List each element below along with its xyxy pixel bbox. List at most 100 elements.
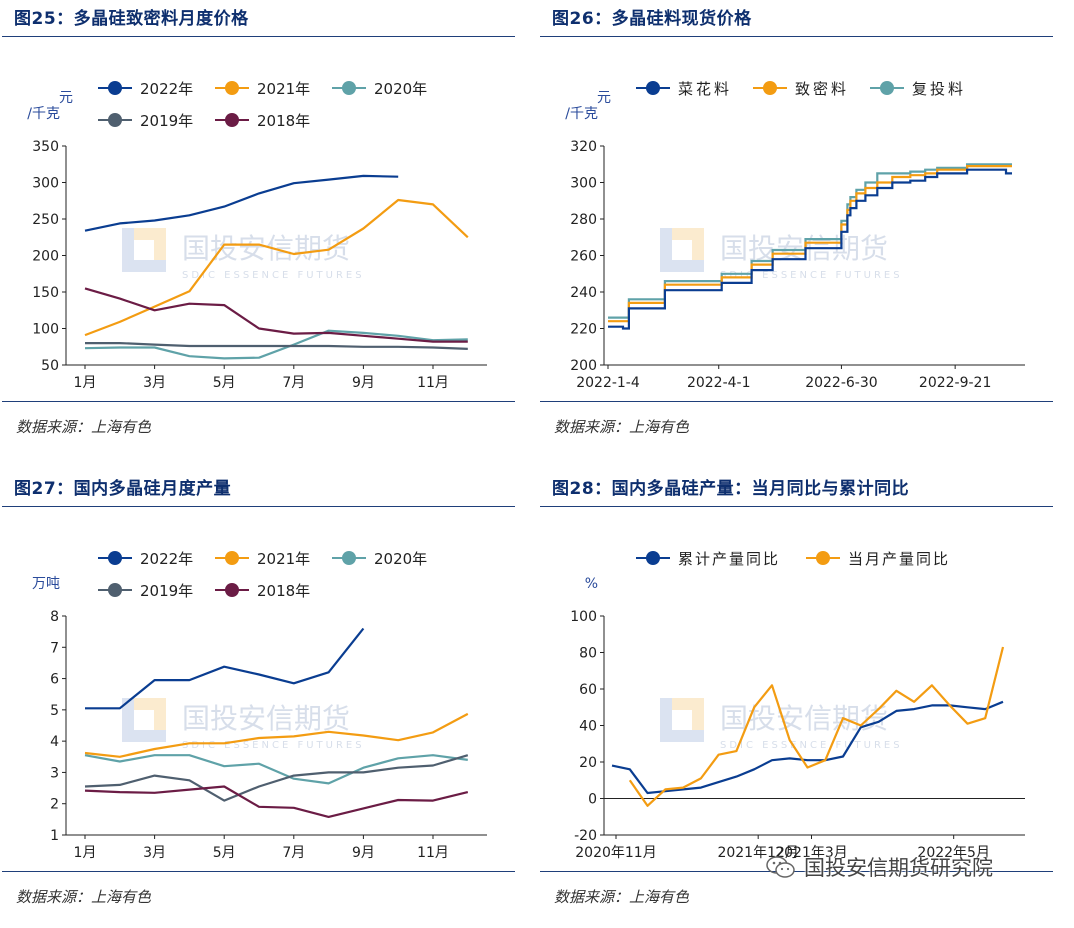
series-line — [85, 627, 365, 710]
y-tick-label: -20 — [574, 828, 597, 844]
chart-panel-25: 图25：多晶硅致密料月度价格 国投安信期货 SDIC ESSENCE FUTURE… — [2, 0, 515, 458]
chart-title: 图26：多晶硅料现货价格 — [552, 9, 752, 29]
series-line — [608, 168, 1012, 330]
series-line — [84, 754, 468, 785]
x-tick-label: 5月 — [213, 845, 236, 861]
y-tick-label: 50 — [41, 358, 59, 374]
data-source: 数据来源：上海有色 — [554, 888, 690, 906]
series-line — [608, 163, 1012, 319]
watermark-subtext: SDIC ESSENCE FUTURES — [720, 270, 903, 281]
legend-marker — [646, 81, 660, 95]
watermark-logo-block — [672, 710, 692, 730]
legend-label: 复投料 — [912, 80, 966, 98]
legend-label: 2020年 — [374, 80, 427, 98]
x-tick-label: 2021年3月 — [775, 845, 848, 861]
y-tick-label: 350 — [32, 139, 59, 155]
x-tick-label: 5月 — [213, 375, 236, 391]
x-tick-label: 1月 — [74, 375, 97, 391]
legend-marker — [225, 551, 239, 565]
chart-monthly-price: 国投安信期货 SDIC ESSENCE FUTURES 2022年 2021年 2020… — [27, 80, 487, 391]
title-divider — [2, 36, 515, 37]
chart-title: 图27：国内多晶硅月度产量 — [14, 479, 232, 499]
legend-marker — [225, 113, 239, 127]
legend-label: 致密料 — [795, 80, 849, 98]
y-tick-label: 80 — [579, 646, 597, 662]
chart-monthly-output: 国投安信期货 SDIC ESSENCE FUTURES 2022年 2021年 2020… — [32, 550, 487, 861]
legend-label: 2018年 — [257, 112, 310, 130]
title-divider — [540, 36, 1053, 37]
y-tick-label: 5 — [50, 703, 59, 719]
watermark-logo-block — [134, 228, 166, 260]
series-line — [84, 712, 469, 758]
legend-marker — [342, 551, 356, 565]
x-tick-label: 2020年11月 — [575, 845, 656, 861]
title-divider — [2, 506, 515, 507]
series-line — [611, 700, 1004, 795]
series-line — [84, 287, 468, 343]
legend-marker — [646, 551, 660, 565]
legend-label: 2020年 — [374, 550, 427, 568]
legend-marker — [225, 583, 239, 597]
chart-title: 图28：国内多晶硅产量：当月同比与累计同比 — [552, 479, 910, 499]
y-tick-label: 260 — [570, 249, 597, 265]
legend-label: 2019年 — [140, 582, 193, 600]
chart-panel-26: 图26：多晶硅料现货价格 国投安信期货 SDIC ESSENCE FUTURES 菜… — [540, 0, 1053, 458]
y-axis-unit: /千克 — [565, 106, 598, 122]
x-tick-label: 2022-9-21 — [919, 375, 991, 391]
y-tick-label: 100 — [32, 322, 59, 338]
series-line — [85, 342, 468, 350]
watermark-logo-block — [672, 240, 692, 260]
watermark-logo-block — [134, 710, 154, 730]
series-line — [628, 646, 1005, 807]
y-axis-unit: 元 — [59, 90, 73, 106]
x-tick-label: 9月 — [352, 845, 375, 861]
y-tick-label: 200 — [32, 249, 59, 265]
y-tick-label: 150 — [32, 285, 59, 301]
x-tick-label: 2022-6-30 — [805, 375, 877, 391]
y-tick-label: 40 — [579, 719, 597, 735]
watermark-text: 国投安信期货 — [182, 702, 350, 735]
series-line — [84, 785, 469, 818]
watermark-subtext: SDIC ESSENCE FUTURES — [182, 270, 365, 281]
title-divider — [540, 506, 1053, 507]
wechat-icon — [766, 856, 795, 878]
series-line — [84, 754, 469, 802]
source-divider — [2, 871, 515, 872]
x-tick-label: 3月 — [143, 845, 166, 861]
legend-marker — [225, 81, 239, 95]
source-divider — [2, 401, 515, 402]
data-source: 数据来源：上海有色 — [554, 418, 690, 436]
y-tick-label: 200 — [570, 358, 597, 374]
footer-watermark: 国投安信期货研究院 — [766, 852, 993, 882]
legend-label: 2018年 — [257, 582, 310, 600]
y-tick-label: 1 — [50, 828, 59, 844]
watermark-logo-block — [134, 240, 154, 260]
y-tick-label: 7 — [50, 640, 59, 656]
legend-label: 2021年 — [257, 80, 310, 98]
watermark-logo-block — [660, 698, 704, 742]
legend-label: 2022年 — [140, 550, 193, 568]
y-tick-label: 250 — [32, 212, 59, 228]
watermark-text: 国投安信期货 — [182, 232, 350, 265]
source-divider — [540, 401, 1053, 402]
legend-marker — [108, 113, 122, 127]
x-tick-label: 3月 — [143, 375, 166, 391]
y-tick-label: 3 — [50, 765, 59, 781]
y-tick-label: 320 — [570, 139, 597, 155]
legend-marker — [108, 81, 122, 95]
y-axis-unit: 元 — [597, 90, 611, 106]
legend-marker — [763, 81, 777, 95]
series-line — [84, 174, 399, 232]
data-source: 数据来源：上海有色 — [16, 888, 152, 906]
y-tick-label: 300 — [32, 176, 59, 192]
y-tick-label: 4 — [50, 734, 59, 750]
legend-marker — [108, 583, 122, 597]
x-tick-label: 11月 — [417, 375, 449, 391]
legend-label: 菜花料 — [678, 80, 732, 98]
y-tick-label: 6 — [50, 672, 59, 688]
legend-label: 当月产量同比 — [848, 550, 950, 568]
data-source: 数据来源：上海有色 — [16, 418, 152, 436]
